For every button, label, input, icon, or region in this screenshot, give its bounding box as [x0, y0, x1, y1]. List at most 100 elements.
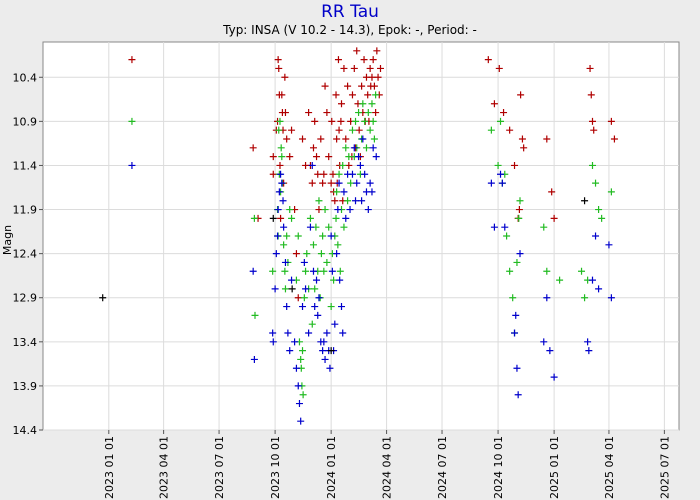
data-point-red: [292, 250, 300, 258]
data-point-green: [497, 117, 505, 125]
data-point-red: [275, 64, 283, 72]
data-point-green: [319, 232, 327, 240]
data-point-red: [345, 161, 353, 169]
data-point-green: [578, 267, 586, 275]
x-tick-label: 2024 10 01: [492, 436, 505, 499]
data-point-green: [588, 161, 596, 169]
data-point-red: [269, 170, 277, 178]
data-point-red: [249, 144, 257, 152]
data-point-blue: [249, 267, 257, 275]
x-tick-label: 2025 01 01: [548, 436, 561, 499]
data-point-blue: [595, 285, 603, 293]
data-point-blue: [335, 179, 343, 187]
data-point-red: [281, 73, 289, 81]
data-point-red: [366, 64, 374, 72]
data-point-red: [376, 64, 384, 72]
data-point-green: [333, 188, 341, 196]
data-point-blue: [514, 391, 522, 399]
data-point-red: [495, 64, 503, 72]
data-point-blue: [320, 338, 328, 346]
data-point-red: [315, 206, 323, 214]
data-point-green: [344, 197, 352, 205]
data-point-green: [308, 320, 316, 328]
data-point-red: [369, 56, 377, 64]
data-point-green: [325, 223, 333, 231]
x-tick-label: 2023 10 01: [269, 436, 282, 499]
data-point-red: [288, 126, 296, 134]
data-point-blue: [498, 179, 506, 187]
data-point-green: [323, 258, 331, 266]
data-point-green: [516, 197, 524, 205]
data-point-green: [294, 232, 302, 240]
data-point-blue: [288, 276, 296, 284]
data-point-green: [315, 197, 323, 205]
data-point-black: [327, 347, 335, 355]
data-point-red: [329, 170, 337, 178]
y-tick-label: 13.9: [13, 380, 38, 393]
data-point-blue: [546, 347, 554, 355]
data-point-red: [490, 100, 498, 108]
data-point-green: [366, 126, 374, 134]
data-point-blue: [348, 170, 356, 178]
data-point-green: [300, 294, 308, 302]
data-point-green: [540, 223, 548, 231]
data-point-blue: [605, 241, 613, 249]
data-point-blue: [339, 329, 347, 337]
data-point-red: [278, 91, 286, 99]
data-point-red: [286, 153, 294, 161]
data-point-blue: [355, 153, 363, 161]
data-point-blue: [315, 294, 323, 302]
grid: [43, 42, 679, 431]
data-point-blue: [302, 285, 310, 293]
data-point-red: [314, 170, 322, 178]
data-point-green: [370, 135, 378, 143]
data-point-blue: [334, 206, 342, 214]
data-point-blue: [366, 179, 374, 187]
data-point-blue: [269, 329, 277, 337]
data-point-green: [276, 117, 284, 125]
data-point-green: [251, 311, 259, 319]
data-point-red: [269, 153, 277, 161]
data-point-red: [518, 135, 526, 143]
data-point-blue: [368, 188, 376, 196]
data-point-red: [321, 82, 329, 90]
data-point-blue: [128, 161, 136, 169]
data-point-blue: [592, 232, 600, 240]
data-point-red: [586, 64, 594, 72]
data-point-blue: [295, 400, 303, 408]
data-point-blue: [280, 223, 288, 231]
data-point-blue: [271, 285, 279, 293]
data-point-green: [299, 391, 307, 399]
data-point-green: [607, 188, 615, 196]
data-point-red: [364, 91, 372, 99]
data-point-green: [311, 285, 319, 293]
data-point-red: [299, 135, 307, 143]
data-point-green: [283, 232, 291, 240]
data-point-blue: [607, 294, 615, 302]
data-point-green: [334, 241, 342, 249]
data-point-blue: [361, 170, 369, 178]
data-point-red: [350, 64, 358, 72]
data-point-red: [587, 91, 595, 99]
y-tick-label: 10.9: [13, 115, 38, 128]
data-point-blue: [286, 347, 294, 355]
data-point-green: [369, 117, 377, 125]
data-point-blue: [292, 364, 300, 372]
data-point-red: [294, 294, 302, 302]
data-point-blue: [311, 303, 319, 311]
data-point-green: [306, 214, 314, 222]
y-tick-label: 12.4: [13, 248, 38, 261]
data-point-blue: [300, 258, 308, 266]
data-point-red: [335, 126, 343, 134]
data-point-blue: [350, 144, 358, 152]
chart-subtitle: Typ: INSA (V 10.2 - 14.3), Epok: -, Peri…: [222, 23, 477, 37]
data-point-blue: [278, 179, 286, 187]
data-point-red: [515, 206, 523, 214]
data-point-green: [595, 206, 603, 214]
y-axis-label: Magn: [1, 225, 14, 255]
x-tick-label: 2024 07 01: [436, 436, 449, 499]
data-point-blue: [511, 329, 519, 337]
data-point-red: [511, 161, 519, 169]
data-point-red: [588, 117, 596, 125]
